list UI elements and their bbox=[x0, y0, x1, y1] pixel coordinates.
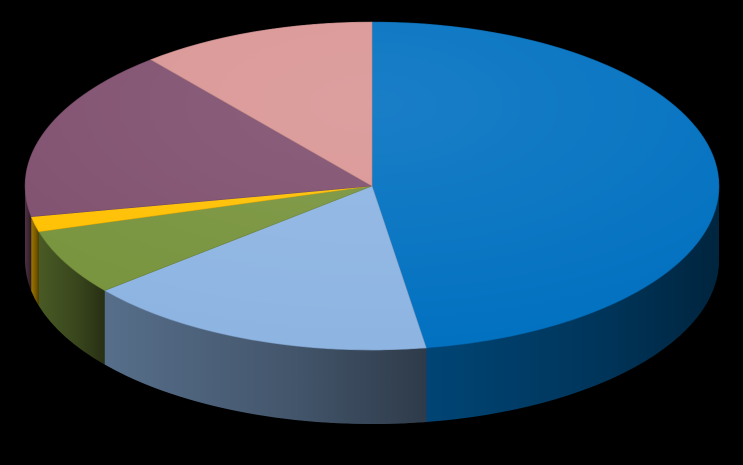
pie-slice-4-side-shade bbox=[31, 216, 39, 306]
pie-slice-3-side-shade bbox=[38, 231, 105, 365]
pie-slice-5-side-shade bbox=[25, 186, 32, 291]
pie-slice-1-side-shade bbox=[426, 186, 719, 422]
pie-slice-2-side-shade bbox=[104, 290, 427, 424]
pie-top-gloss bbox=[25, 22, 719, 350]
pie-sides bbox=[25, 186, 719, 424]
pie-tops bbox=[24, 21, 720, 351]
